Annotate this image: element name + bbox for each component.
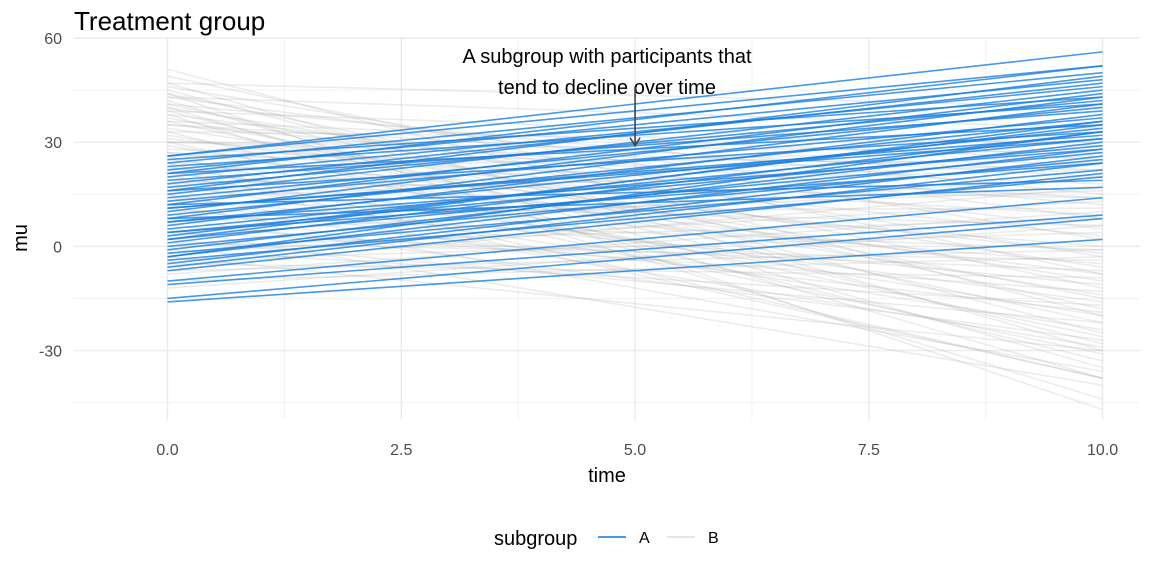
chart-title: Treatment group xyxy=(74,6,265,36)
series-b-line xyxy=(167,165,1103,317)
legend-label-a: A xyxy=(639,530,650,547)
series-a-line xyxy=(167,151,1103,241)
series-b-line xyxy=(167,224,1103,289)
series-a-line xyxy=(167,137,1103,209)
y-tick-label: 0 xyxy=(53,239,62,256)
series-b-line xyxy=(167,124,1103,178)
series-a-line xyxy=(167,144,1103,234)
y-tick-label: -30 xyxy=(39,344,62,361)
series-b-line xyxy=(167,200,1103,255)
series-b-line xyxy=(167,255,1103,282)
x-tick-label: 5.0 xyxy=(624,442,646,459)
series-a-line xyxy=(167,130,1103,258)
legend: subgroup A B xyxy=(494,528,719,550)
x-tick-label: 7.5 xyxy=(858,442,880,459)
x-tick-label: 2.5 xyxy=(390,442,412,459)
y-axis-title: mu xyxy=(10,224,32,252)
series-a-line xyxy=(167,96,1103,213)
x-tick-label: 10.0 xyxy=(1087,442,1118,459)
series-a-line xyxy=(167,176,1103,262)
series-b-line xyxy=(167,106,1103,380)
x-tick-label: 0.0 xyxy=(156,442,178,459)
series-b-line xyxy=(167,85,1103,241)
series-b-line xyxy=(167,210,1103,275)
series-b-line xyxy=(167,158,1103,275)
y-tick-label: 30 xyxy=(44,135,62,152)
series-a-line xyxy=(167,186,1103,220)
series-b-line xyxy=(167,141,1103,171)
series-a-line xyxy=(167,217,1103,300)
series-a-line xyxy=(167,120,1103,216)
series-b-line xyxy=(167,176,1103,237)
series-b-line xyxy=(167,231,1103,262)
series-b-line xyxy=(167,200,1103,227)
legend-label-b: B xyxy=(708,530,719,547)
series-b-line xyxy=(167,238,1103,324)
series-a-line xyxy=(167,238,1103,303)
series-b-line xyxy=(167,155,1103,355)
series-b-line xyxy=(167,134,1103,282)
series-a-line xyxy=(167,117,1103,203)
annotation: A subgroup with participants that tend t… xyxy=(462,46,752,148)
x-axis-ticks: 0.0 2.5 5.0 7.5 10.0 xyxy=(156,442,1118,459)
series-b-line xyxy=(167,249,1103,307)
annotation-arrowhead xyxy=(629,137,641,148)
series-b-line xyxy=(167,217,1103,248)
annotation-line-1: A subgroup with participants that xyxy=(462,46,752,68)
annotation-line-2: tend to decline over time xyxy=(498,77,716,99)
series-a-line xyxy=(167,179,1103,206)
series-b-line xyxy=(167,183,1103,331)
series-a-line xyxy=(167,162,1103,234)
series-b-line xyxy=(167,196,1103,286)
series-b-line xyxy=(167,144,1103,296)
series-b-line xyxy=(167,96,1103,220)
x-axis-title: time xyxy=(588,465,626,487)
series-b-line xyxy=(167,92,1103,411)
series-b-line xyxy=(167,99,1103,369)
series-a-line xyxy=(167,120,1103,241)
series-a-line xyxy=(167,124,1103,175)
series-a-line xyxy=(167,172,1103,272)
legend-title: subgroup xyxy=(494,528,577,550)
series-a-line xyxy=(167,162,1103,268)
y-tick-label: 60 xyxy=(44,31,62,48)
series-a-line xyxy=(167,214,1103,286)
series-b-line xyxy=(167,92,1103,289)
series-b-line xyxy=(167,130,1103,362)
series-a-line xyxy=(167,148,1103,223)
series-a-line xyxy=(167,196,1103,282)
series-a-line xyxy=(167,127,1103,223)
y-axis-ticks: -30 0 30 60 xyxy=(39,31,62,361)
series-b-line xyxy=(167,82,1103,352)
series-b-line xyxy=(167,169,1103,380)
